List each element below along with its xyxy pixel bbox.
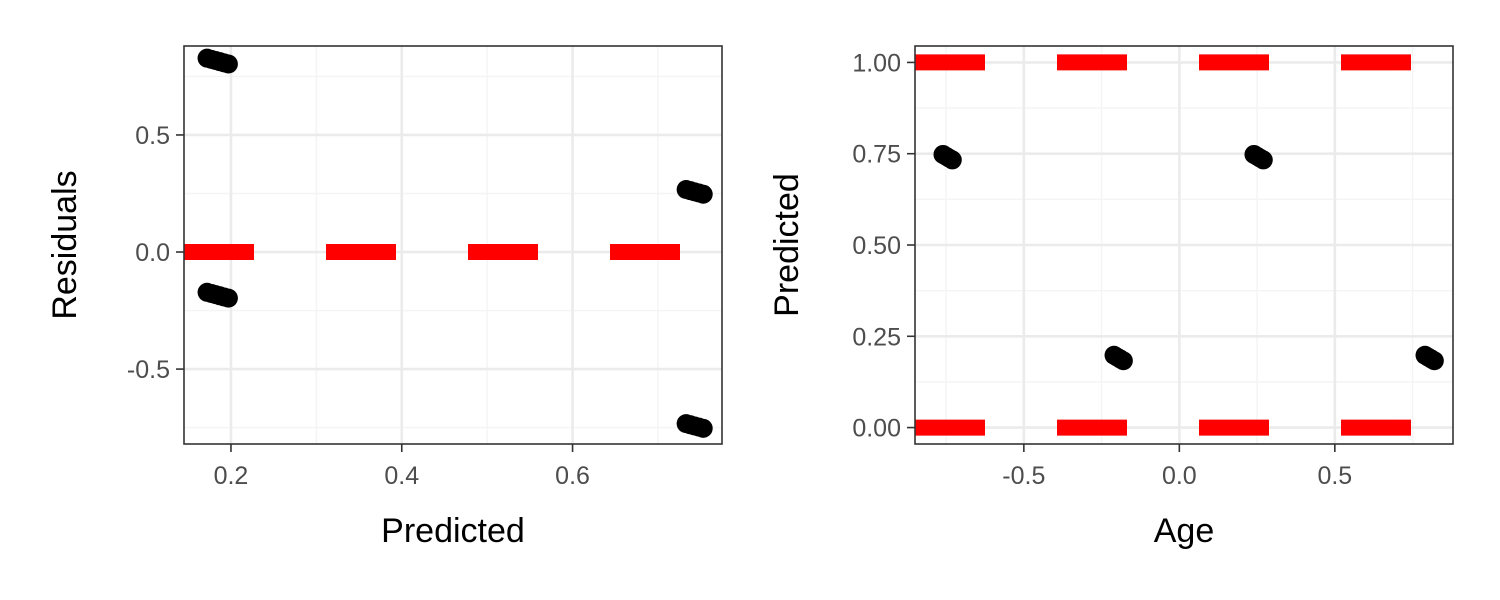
axis-ticks: -0.5 0.0 0.5 0.00 0.25 0.50 0.75 1.00	[852, 49, 1352, 490]
y-tick-label: 0.50	[852, 232, 901, 260]
y-tick-label: 0.75	[852, 141, 901, 169]
x-tick-label: -0.5	[1002, 462, 1045, 490]
panel-grid	[915, 46, 1453, 444]
y-axis-title: Predicted	[768, 173, 806, 317]
data-point	[1113, 351, 1133, 371]
y-tick-label: 0.25	[852, 323, 901, 351]
x-tick-label: 0.5	[1317, 462, 1352, 490]
predicted-vs-age-panel: -0.5 0.0 0.5 0.00 0.25 0.50 0.75 1.00 Age Predi…	[768, 45, 1454, 550]
y-axis-title: Residuals	[46, 170, 84, 319]
residuals-vs-predicted-panel: 0.2 0.4 0.6 -0.5 0.0 0.5 Predicted Residuals	[46, 45, 723, 550]
y-tick-label: 1.00	[852, 49, 901, 77]
data-point	[218, 54, 238, 74]
y-tick-label: 0.5	[135, 122, 170, 150]
x-tick-label: 0.0	[1162, 462, 1197, 490]
y-tick-label: 0.0	[135, 239, 170, 267]
y-tick-label: -0.5	[127, 356, 170, 384]
reference-lines	[915, 54, 1453, 436]
x-tick-label: 0.4	[384, 462, 419, 490]
data-point	[693, 418, 713, 438]
data-points	[197, 48, 713, 438]
data-point	[693, 184, 713, 204]
data-point	[1424, 351, 1444, 371]
panel-border	[183, 45, 723, 445]
data-points	[933, 144, 1444, 371]
y-tick-label: 0.00	[852, 415, 901, 443]
data-point	[218, 288, 238, 308]
x-axis-title: Predicted	[381, 512, 525, 550]
data-point	[942, 150, 962, 170]
axis-ticks: 0.2 0.4 0.6 -0.5 0.0 0.5	[127, 122, 590, 490]
x-tick-label: 0.2	[214, 462, 249, 490]
data-point	[1253, 150, 1273, 170]
x-axis-title: Age	[1154, 512, 1215, 550]
x-tick-label: 0.6	[555, 462, 590, 490]
